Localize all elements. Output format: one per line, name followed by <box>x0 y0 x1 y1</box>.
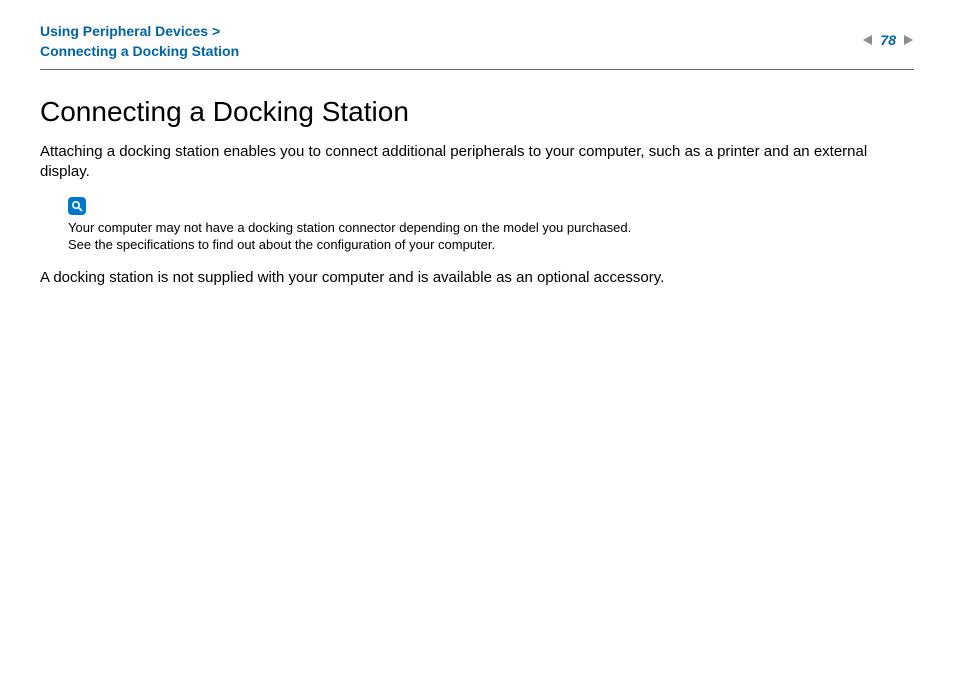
breadcrumb-current: Connecting a Docking Station <box>40 43 239 59</box>
page-number: 78 <box>880 32 896 48</box>
page-navigator: 78 <box>862 32 914 48</box>
page-content: Connecting a Docking Station Attaching a… <box>40 70 914 288</box>
page-header: Using Peripheral Devices > Connecting a … <box>40 22 914 61</box>
note-text: Your computer may not have a docking sta… <box>68 219 914 254</box>
prev-page-arrow-icon[interactable] <box>862 34 874 46</box>
breadcrumb-separator: > <box>212 23 220 39</box>
accessory-paragraph: A docking station is not supplied with y… <box>40 268 914 288</box>
document-page: Using Peripheral Devices > Connecting a … <box>0 0 954 674</box>
breadcrumb: Using Peripheral Devices > Connecting a … <box>40 22 239 61</box>
page-title: Connecting a Docking Station <box>40 96 914 128</box>
intro-paragraph: Attaching a docking station enables you … <box>40 142 914 183</box>
next-page-arrow-icon[interactable] <box>902 34 914 46</box>
note-line-2: See the specifications to find out about… <box>68 236 914 254</box>
note-block: Your computer may not have a docking sta… <box>68 197 914 254</box>
note-line-1: Your computer may not have a docking sta… <box>68 219 914 237</box>
magnifier-icon <box>68 197 86 215</box>
breadcrumb-section[interactable]: Using Peripheral Devices <box>40 23 208 39</box>
